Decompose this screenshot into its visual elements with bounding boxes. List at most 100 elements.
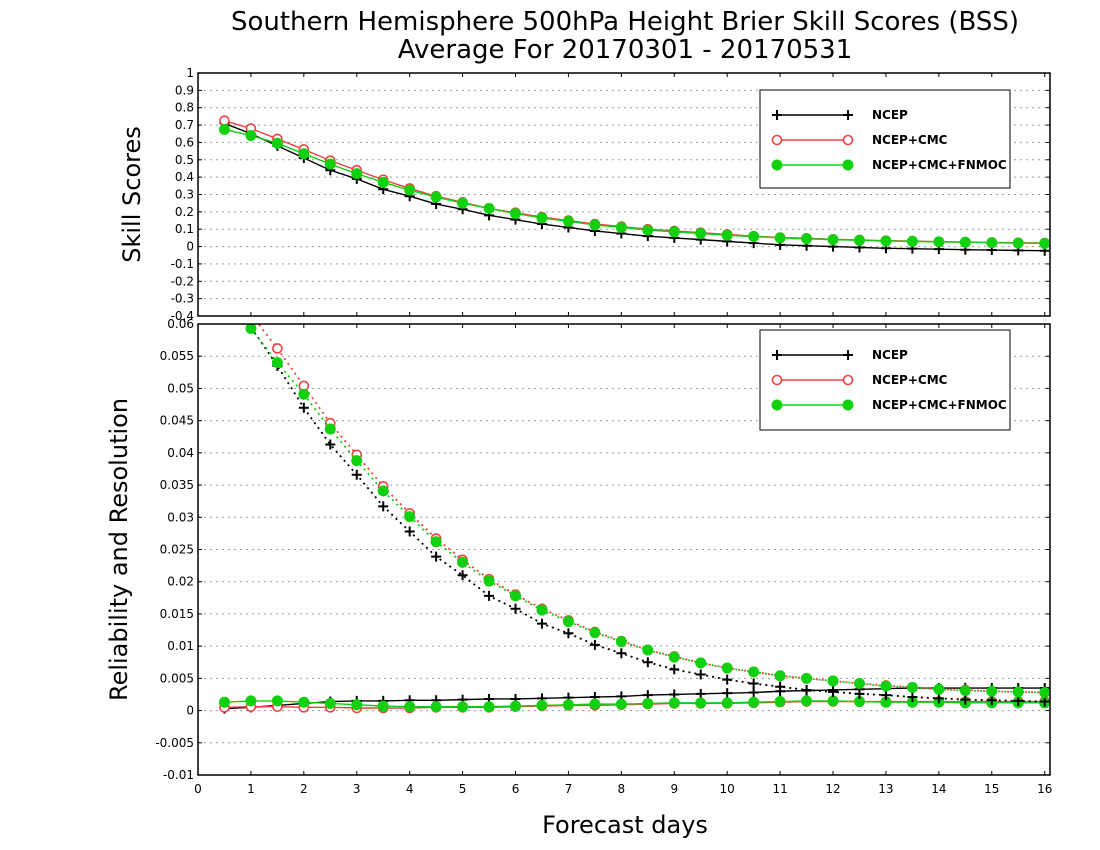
data-point <box>404 526 415 537</box>
data-point <box>616 648 627 659</box>
data-point <box>219 290 229 300</box>
skill-scores-panel: -0.4 -0.3 -0.2 -0.1 0 0.1 0.2 0.3 0.4 0.5 0.6 0.7 0.… <box>118 66 1051 323</box>
legend-label: NCEP+CMC+FNMOC <box>872 398 1007 412</box>
data-point <box>351 455 363 467</box>
data-point <box>430 701 442 713</box>
data-point <box>325 439 336 450</box>
data-point <box>271 357 283 369</box>
y-tick-label: 0.025 <box>160 543 194 557</box>
data-point <box>404 701 416 713</box>
data-point <box>510 590 522 602</box>
data-point <box>536 618 547 629</box>
data-point <box>218 696 230 708</box>
data-point <box>510 208 522 220</box>
data-point <box>563 628 574 639</box>
y-tick-label: 0.02 <box>167 575 194 589</box>
y-tick-label: -0.4 <box>171 309 194 323</box>
reliability-resolution-panel: -0.01 -0.005 0 0.005 0.01 0.015 0.02 0.025 0.03 0… <box>105 290 1052 796</box>
legend-item-ncep-cmc: NCEP+CMC <box>771 373 948 387</box>
data-point <box>271 137 283 149</box>
y-tick-label: 0.9 <box>175 83 194 97</box>
data-point <box>695 669 706 680</box>
legend-label: NCEP <box>872 348 908 362</box>
data-point <box>722 688 733 699</box>
data-point <box>933 683 945 695</box>
data-point <box>1039 696 1050 707</box>
data-point <box>298 696 310 708</box>
data-point <box>377 485 389 497</box>
data-point <box>457 197 469 209</box>
y-tick-label: 0.035 <box>160 478 194 492</box>
legend-marker <box>771 134 783 146</box>
data-point <box>695 228 707 240</box>
data-point <box>748 666 760 678</box>
data-point <box>1012 237 1024 249</box>
y-axis-title: Skill Scores <box>118 126 146 263</box>
legend-marker <box>842 134 854 146</box>
legend: NCEP NCEP+CMC NCEP+CMC+FNMOC <box>759 89 1011 189</box>
y-tick-label: 0.3 <box>175 188 194 202</box>
plot-area <box>218 115 1050 256</box>
data-point <box>642 224 654 236</box>
data-point <box>298 388 310 400</box>
x-tick-label: 12 <box>825 782 840 796</box>
data-point <box>722 674 733 685</box>
data-point <box>960 694 971 705</box>
y-tick-label: -0.3 <box>171 292 194 306</box>
data-point <box>483 701 495 713</box>
data-point <box>801 233 813 245</box>
data-point <box>351 699 363 711</box>
y-tick-label: 0.055 <box>160 349 194 363</box>
data-point <box>271 695 283 707</box>
legend-label: NCEP+CMC <box>872 373 948 387</box>
data-point <box>324 697 336 709</box>
x-tick-label: 5 <box>459 782 467 796</box>
data-point <box>615 221 627 233</box>
data-point <box>457 556 469 568</box>
data-point <box>218 123 230 135</box>
y-tick-label: 0.7 <box>175 118 194 132</box>
y-tick-label: 0 <box>186 240 194 254</box>
data-point <box>642 697 654 709</box>
y-tick-label: 0.6 <box>175 135 194 149</box>
x-tick-label: 15 <box>984 782 999 796</box>
y-tick-label: 0.4 <box>175 170 194 184</box>
data-point <box>589 639 600 650</box>
data-point <box>906 681 918 693</box>
data-point <box>721 662 733 674</box>
data-point <box>642 644 654 656</box>
data-point <box>748 696 760 708</box>
data-point <box>510 603 521 614</box>
data-point <box>721 697 733 709</box>
data-point <box>801 695 813 707</box>
data-point <box>324 423 336 435</box>
data-point <box>536 699 548 711</box>
data-point <box>774 696 786 708</box>
data-point <box>404 184 416 196</box>
y-tick-label: -0.01 <box>163 768 194 782</box>
x-tick-label: 13 <box>878 782 893 796</box>
data-point <box>377 700 389 712</box>
data-point <box>907 692 918 703</box>
legend-item-ncep-cmc: NCEP+CMC <box>771 133 948 147</box>
data-point <box>827 234 839 246</box>
data-point <box>986 685 998 697</box>
data-point <box>827 695 839 707</box>
legend-marker <box>842 399 854 411</box>
x-tick-label: 7 <box>565 782 573 796</box>
data-point <box>986 237 998 249</box>
x-tick-label: 3 <box>353 782 361 796</box>
x-tick-label: 0 <box>194 782 202 796</box>
data-point <box>906 235 918 247</box>
data-point <box>351 469 362 480</box>
legend-marker <box>772 350 782 360</box>
data-point <box>748 687 759 698</box>
data-point <box>431 551 442 562</box>
data-point <box>430 191 442 203</box>
legend-item-ncep-cmc-fnmoc: NCEP+CMC+FNMOC <box>771 158 1007 172</box>
data-point <box>298 402 309 413</box>
legend-item-ncep-cmc-fnmoc: NCEP+CMC+FNMOC <box>771 398 1007 412</box>
x-tick-label: 9 <box>670 782 678 796</box>
x-tick-label: 10 <box>720 782 735 796</box>
data-point <box>748 231 760 243</box>
